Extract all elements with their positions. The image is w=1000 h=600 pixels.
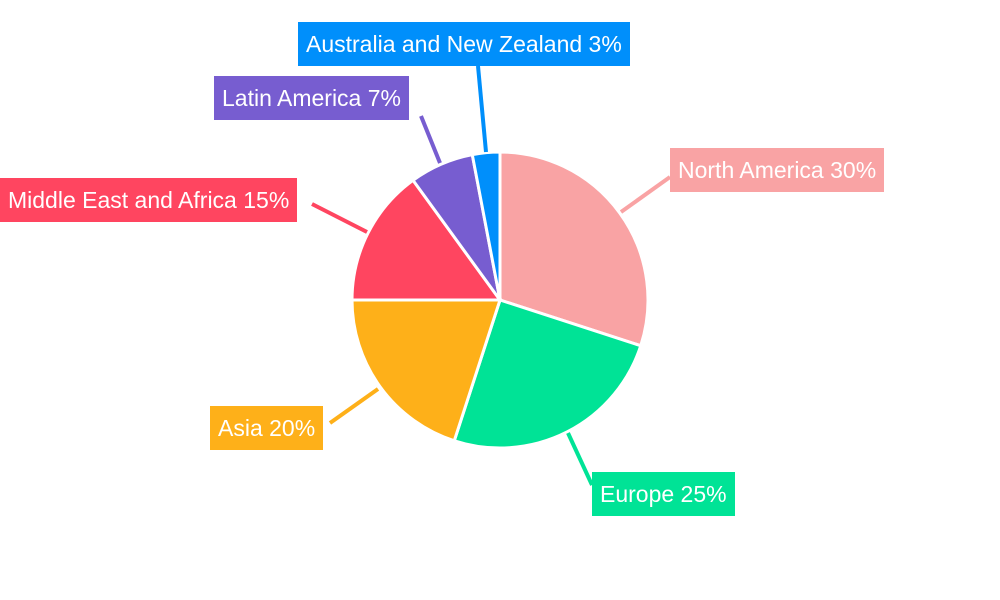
leader-line bbox=[619, 175, 672, 214]
data-label: Middle East and Africa 15% bbox=[0, 178, 298, 222]
leader-line bbox=[328, 387, 380, 425]
pie-slice-middle-east-and-africa[interactable] bbox=[350, 178, 503, 302]
data-label: Europe 25% bbox=[592, 472, 735, 516]
data-label: North America 30% bbox=[670, 148, 885, 192]
leader-line bbox=[419, 115, 442, 164]
pie-slice-asia[interactable] bbox=[350, 298, 503, 443]
leader-line bbox=[566, 432, 594, 486]
pie-slice-australia-and-new-zealand[interactable] bbox=[470, 150, 502, 301]
data-label: Asia 20% bbox=[210, 406, 324, 450]
pie-slice-europe[interactable] bbox=[452, 298, 643, 450]
pie-slice-north-america[interactable] bbox=[498, 150, 650, 348]
leader-line bbox=[476, 65, 488, 153]
data-label: Latin America 7% bbox=[214, 76, 409, 120]
data-label: Australia and New Zealand 3% bbox=[298, 22, 630, 66]
leader-line bbox=[311, 202, 368, 234]
